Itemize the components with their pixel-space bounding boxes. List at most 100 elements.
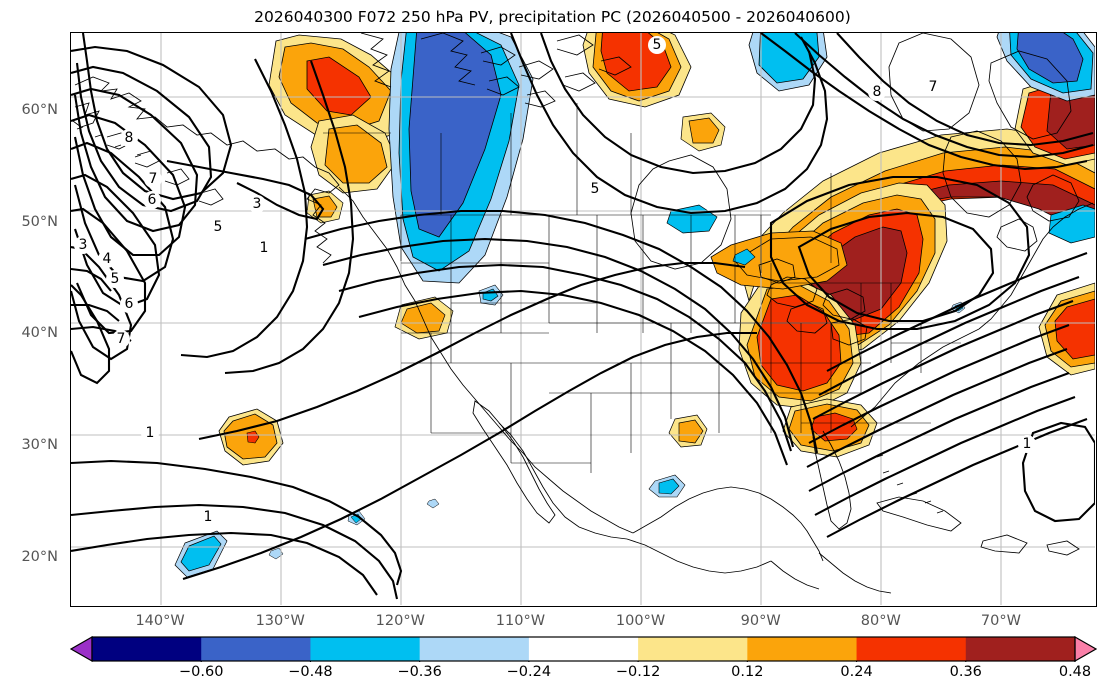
contour-label: 6 [125, 296, 134, 312]
contour-label: 3 [253, 196, 262, 212]
contour-label: 8 [125, 130, 134, 146]
anomaly-baffin-negative [748, 33, 828, 92]
x-axis-tick-labels: 140°W 130°W 120°W 110°W 100°W 90°W 80°W 70°W [0, 609, 1105, 633]
contour-label-halo [924, 78, 942, 96]
colorbar-extend-low [70, 636, 93, 662]
map-gridlines [71, 33, 1095, 605]
colorbar-tick-label: 0.12 [731, 664, 764, 680]
contour-label-halo [868, 83, 886, 101]
anomaly-yukon [268, 34, 408, 146]
contour-label-halo [106, 270, 124, 288]
anomaly-bc-coast [310, 114, 398, 194]
colorbar-band [528, 637, 639, 661]
colorbar-tick-label: −0.60 [179, 664, 224, 680]
colorbar-tick-label: 0.48 [1058, 664, 1092, 680]
anomaly-pacific-subtropical [218, 408, 284, 466]
colorbar-ticks [200, 661, 1076, 662]
colorbar-band [747, 637, 857, 661]
contour-label-halo [209, 218, 227, 236]
contour-label-halo [141, 424, 159, 442]
anomaly-great-lakes [738, 278, 862, 410]
y-axis-tick-labels: 20°N 30°N 40°N 50°N 60°N [0, 32, 66, 607]
contour-label-halo [199, 508, 217, 526]
anomaly-hawaii-negative [174, 530, 228, 578]
contour-label: 5 [591, 181, 600, 197]
anomaly-sw-atlantic [1038, 282, 1095, 376]
contour-label: 3 [79, 237, 88, 253]
page-title: 2026040300 F072 250 hPa PV, precipitatio… [254, 8, 851, 26]
anomaly-texas-panhandle [668, 414, 708, 448]
colorbar-tick-labels: −0.60 −0.48 −0.36 −0.24 −0.12 0.12 0.24 0.36 0.4… [0, 664, 1105, 690]
contour-label: 7 [117, 331, 126, 347]
colorbar-band [92, 637, 202, 661]
contour-label-halo [120, 295, 138, 313]
contour-label-halo [248, 195, 266, 213]
colorbar-band [638, 637, 748, 661]
colorbar-band [310, 637, 421, 661]
contour-label-halo [143, 191, 161, 209]
anomaly-manitoba [680, 112, 726, 152]
contour-label: 5 [214, 219, 223, 235]
anomaly-hudson-bay [582, 33, 692, 108]
y-tick-label: 50°N [21, 213, 58, 230]
colorbar-bands [70, 636, 1097, 662]
colorbar-tick-label: −0.12 [615, 664, 661, 680]
y-tick-label: 30°N [21, 437, 58, 454]
contour-label-halo [586, 180, 604, 198]
contour-label-halo [74, 236, 92, 254]
colorbar-band [419, 637, 530, 661]
contour-label: 5 [653, 37, 662, 53]
colorbar-band [965, 637, 1076, 661]
x-tick-label: 100°W [615, 613, 666, 629]
x-tick-label: 120°W [375, 613, 425, 629]
x-tick-label: 80°W [860, 613, 901, 629]
colorbar-outline [91, 636, 1076, 662]
colorbar-tick-label: −0.48 [288, 664, 333, 680]
colorbar-tick-label: −0.36 [397, 664, 442, 680]
anomaly-florida-panhandle [782, 398, 878, 458]
contour-label: 5 [111, 271, 120, 287]
contour-label: 6 [148, 192, 157, 208]
y-tick-label: 20°N [21, 548, 58, 565]
colorbar[interactable] [70, 636, 1097, 662]
anomaly-texas-coast-negative [648, 474, 686, 498]
x-tick-label: 110°W [495, 613, 546, 629]
anomaly-utah-negative [478, 284, 504, 306]
colorbar-tick-label: −0.24 [506, 664, 552, 680]
y-tick-label: 60°N [21, 102, 58, 119]
contour-label: 1 [204, 509, 213, 525]
colorbar-tick-label: 0.24 [840, 664, 873, 680]
x-tick-label: 130°W [255, 613, 305, 629]
contour-label: 1 [1023, 436, 1032, 452]
pv-contour-lines [71, 33, 1095, 600]
contour-label-halo [144, 170, 162, 188]
contour-label-halo [255, 239, 273, 257]
contour-label: 4 [103, 251, 112, 267]
colorbar-tick-label: 0.36 [949, 664, 982, 680]
colorbar-band [856, 637, 967, 661]
anomaly-greenland-negative [996, 33, 1095, 102]
y-tick-label: 40°N [21, 325, 58, 342]
map-state-borders [323, 103, 961, 473]
contour-label-halo [1018, 435, 1036, 453]
colorbar-extend-high [1074, 636, 1097, 662]
contour-label: 7 [149, 171, 158, 187]
contour-label: 1 [146, 425, 155, 441]
contour-label: 8 [873, 84, 882, 100]
contour-label-halo [112, 330, 130, 348]
contour-label: 1 [260, 240, 269, 256]
map-coastlines [72, 33, 1094, 594]
x-tick-label: 70°W [980, 613, 1021, 629]
colorbar-band [201, 637, 311, 661]
x-tick-label: 140°W [135, 613, 185, 629]
contour-label: 7 [929, 79, 938, 95]
x-tick-label: 90°W [740, 613, 781, 629]
contour-label-halo [648, 36, 666, 54]
anomaly-nova-scotia-negative [1048, 204, 1095, 244]
contour-label-halo [120, 129, 138, 147]
contour-label-halo [98, 250, 116, 268]
